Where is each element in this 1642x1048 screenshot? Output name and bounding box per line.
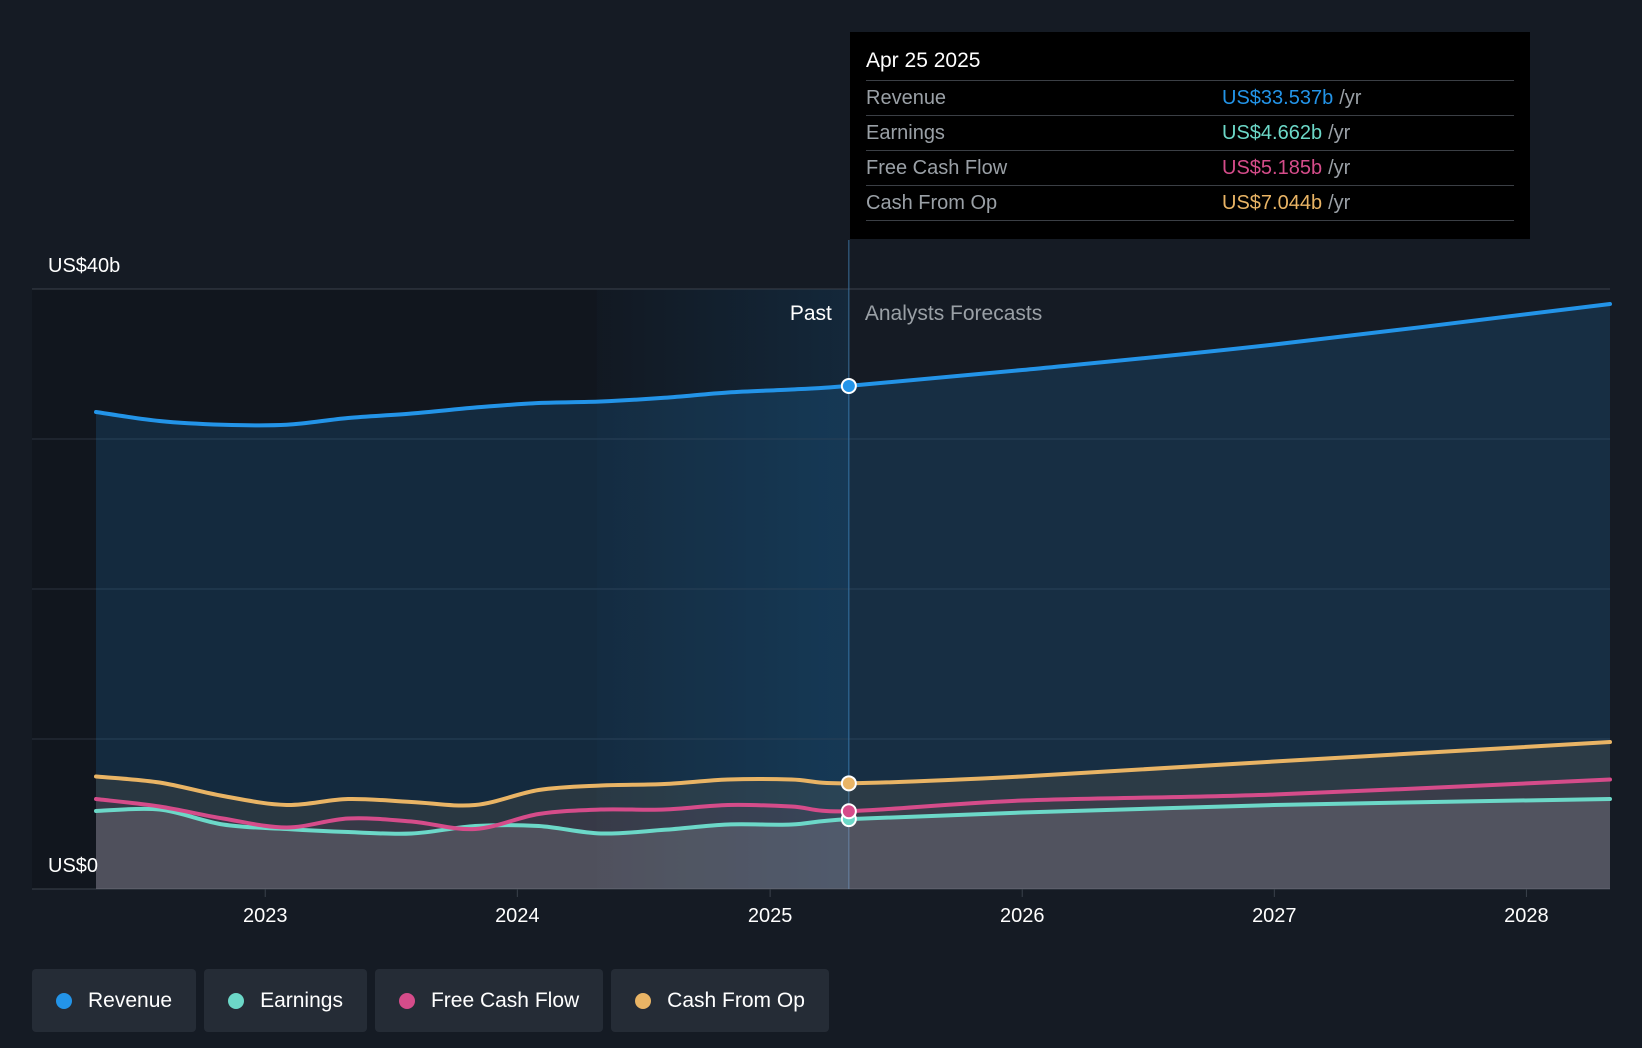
- revenue-marker: [840, 377, 857, 394]
- legend-label: Free Cash Flow: [430, 988, 580, 1012]
- x-tick-label: 2023: [243, 905, 288, 927]
- legend-item-earnings[interactable]: Earnings: [204, 969, 367, 1032]
- y-axis-top-label: US$40b: [48, 255, 120, 277]
- x-axis-ticks: 2023 2024 2025 2026 2027 2028: [243, 889, 1549, 927]
- tooltip-date: Apr 25 2025: [866, 46, 1514, 81]
- x-tick-label: 2024: [495, 905, 540, 927]
- tooltip-label: Revenue: [866, 87, 947, 109]
- legend-label: Earnings: [260, 988, 343, 1012]
- legend-item-free-cash-flow[interactable]: Free Cash Flow: [374, 969, 604, 1032]
- legend: Revenue Earnings Free Cash Flow Cash Fro…: [32, 969, 829, 1032]
- y-axis-bottom-label: US$0: [48, 855, 98, 877]
- legend-item-revenue[interactable]: Revenue: [32, 969, 197, 1032]
- cash-from-op-line: [94, 740, 1612, 808]
- free-cash-flow-line: [94, 777, 1612, 832]
- tooltip-unit: /yr: [1328, 122, 1351, 144]
- revenue-line: [94, 302, 1612, 428]
- tooltip-row-cash-from-op: Cash From Op US$7.044b /yr: [866, 186, 1514, 221]
- tooltip-label: Free Cash Flow: [866, 157, 1008, 179]
- legend-label: Revenue: [88, 988, 173, 1012]
- forecast-region-label: Analysts Forecasts: [865, 302, 1042, 325]
- tooltip-label: Cash From Op: [866, 192, 998, 214]
- tooltip-value: US$4.662b: [1222, 122, 1323, 144]
- axis-labels: US$40b US$0 Past Analysts Forecasts: [48, 255, 1042, 877]
- tooltip-value: US$7.044b: [1222, 192, 1323, 214]
- legend-label: Cash From Op: [667, 988, 805, 1012]
- gridlines: [32, 240, 1610, 890]
- tooltip-row-earnings: Earnings US$4.662b /yr: [866, 116, 1514, 151]
- revenue-dot-icon: [56, 992, 72, 1009]
- tooltip-unit: /yr: [1328, 157, 1351, 179]
- series-lines: [94, 302, 1612, 836]
- tooltip-unit: /yr: [1328, 192, 1351, 214]
- earnings-area: [96, 799, 1610, 889]
- free-cash-flow-dot-icon: [398, 992, 415, 1009]
- cash-from-op-dot-icon: [635, 992, 652, 1009]
- free-cash-flow-marker: [840, 803, 857, 820]
- series-markers: [840, 377, 857, 828]
- revenue-area: [96, 304, 1610, 889]
- tooltip-value: US$33.537b: [1222, 87, 1334, 109]
- tooltip-row-revenue: Revenue US$33.537b /yr: [866, 81, 1514, 116]
- tooltip-label: Earnings: [866, 122, 945, 144]
- x-tick-label: 2028: [1504, 905, 1549, 927]
- x-tick-label: 2026: [1000, 905, 1045, 927]
- tooltip-row-free-cash-flow: Free Cash Flow US$5.185b /yr: [866, 151, 1514, 186]
- cash-from-op-marker: [840, 775, 857, 792]
- past-region-label: Past: [790, 302, 832, 325]
- legend-item-cash-from-op[interactable]: Cash From Op: [611, 969, 829, 1032]
- tooltip-value: US$5.185b: [1222, 157, 1323, 179]
- tooltip-unit: /yr: [1339, 87, 1362, 109]
- earnings-dot-icon: [228, 992, 245, 1009]
- x-tick-label: 2027: [1252, 905, 1297, 927]
- tooltip: Apr 25 2025 Revenue US$33.537b /yr Earni…: [850, 32, 1530, 239]
- x-tick-label: 2025: [748, 905, 793, 927]
- chart-svg: US$40b US$0 Past Analysts Forecasts 2023…: [32, 240, 1612, 927]
